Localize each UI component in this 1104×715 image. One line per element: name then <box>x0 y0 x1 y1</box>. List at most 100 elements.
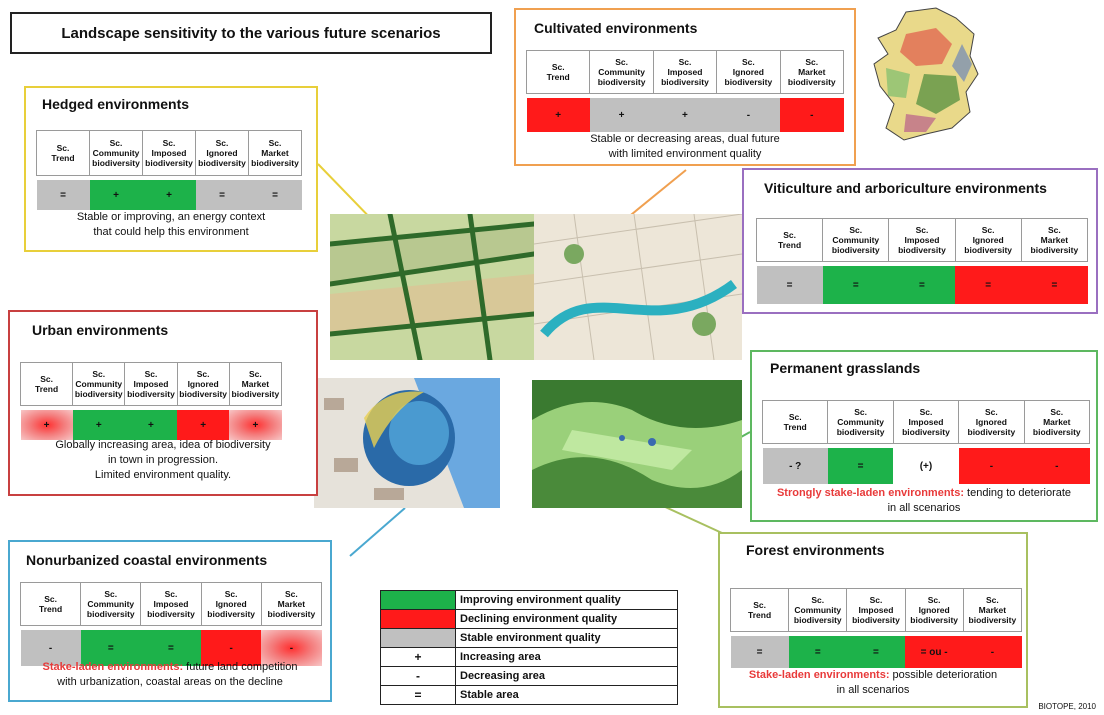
urban-header-3: Sc. Ignored biodiversity <box>176 362 230 406</box>
grasslands-header-1: Sc. Community biodiversity <box>827 400 894 444</box>
cultivated-header-0: Sc. Trend <box>525 50 591 94</box>
urban-value-0: + <box>20 410 73 440</box>
urban-value-1: + <box>72 410 125 440</box>
urban-value-2: + <box>124 410 178 440</box>
hedged-scenario-table: Sc. Trend Sc. Community biodiversity Sc. I… <box>36 130 302 210</box>
urban-value-4: + <box>229 410 282 440</box>
cultivated-value-4: - <box>780 98 844 132</box>
coastal-scenario-table: Sc. Trend Sc. Community biodiversity Sc. I… <box>19 582 323 666</box>
cultivated-title: Cultivated environments <box>534 20 698 36</box>
urban-header-0: Sc. Trend <box>19 362 74 406</box>
forest-value-1: = <box>788 636 847 668</box>
cultivated-value-0: + <box>526 98 590 132</box>
cultivated-value-1: + <box>589 98 654 132</box>
forest-environments-box: Forest environments Sc. Trend Sc. Communi… <box>718 532 1028 708</box>
grasslands-title: Permanent grasslands <box>770 360 921 376</box>
viticulture-title: Viticulture and arboriculture environmen… <box>764 180 1047 196</box>
viticulture-value-1: = <box>822 266 889 304</box>
hedged-header-2: Sc. Imposed biodiversity <box>142 130 196 176</box>
urban-title: Urban environments <box>32 322 169 338</box>
legend-row: Stable environment quality <box>380 628 678 648</box>
hedged-value-4: = <box>248 180 302 210</box>
forest-value-4: - <box>963 636 1022 668</box>
legend-row: Improving environment quality <box>380 590 678 610</box>
legend-row: + Increasing area <box>380 647 678 667</box>
coastal-title: Nonurbanized coastal environments <box>26 552 268 568</box>
hedged-value-1: + <box>89 180 143 210</box>
cultivated-environments-box: Cultivated environments Sc. Trend Sc. Com… <box>514 8 856 166</box>
legend-label: Increasing area <box>455 647 678 667</box>
cultivated-scenario-table: Sc. Trend Sc. Community biodiversity Sc. I… <box>525 50 845 132</box>
coastal-environments-box: Nonurbanized coastal environments Sc. Tr… <box>8 540 332 702</box>
grasslands-scenario-table: Sc. Trend Sc. Community biodiversity Sc. I… <box>761 400 1091 484</box>
hedged-header-1: Sc. Community biodiversity <box>89 130 143 176</box>
legend-symbol <box>380 609 456 629</box>
coastal-header-4: Sc. Market biodiversity <box>260 582 323 626</box>
cultivated-header-3: Sc. Ignored biodiversity <box>716 50 781 94</box>
urban-header-4: Sc. Market biodiversity <box>228 362 283 406</box>
forest-note-text: possible deterioration in all scenarios <box>836 669 998 696</box>
grasslands-value-2: (+) <box>893 448 959 484</box>
legend-row: Declining environment quality <box>380 609 678 629</box>
cultivated-header-2: Sc. Imposed biodiversity <box>652 50 718 94</box>
legend-label: Decreasing area <box>455 666 678 686</box>
coastal-landscape-image <box>314 378 500 508</box>
viticulture-environments-box: Viticulture and arboriculture environmen… <box>742 168 1098 314</box>
france-map-image <box>873 7 979 141</box>
legend-symbol: - <box>380 666 456 686</box>
legend-label: Stable environment quality <box>455 628 678 648</box>
viticulture-value-3: = <box>955 266 1022 304</box>
grasslands-value-0: - ? <box>762 448 828 484</box>
grasslands-note: Strongly stake-laden environments: tendi… <box>752 486 1096 516</box>
viticulture-value-4: = <box>1021 266 1088 304</box>
hedged-landscape-image <box>330 214 534 360</box>
hedged-note: Stable or improving, an energy context t… <box>76 211 266 238</box>
cultivated-value-2: + <box>653 98 717 132</box>
legend-table: Improving environment quality Declining e… <box>380 590 678 705</box>
hedged-title: Hedged environments <box>42 96 190 112</box>
coastal-value-0: - <box>20 630 81 666</box>
forest-header-2: Sc. Imposed biodiversity <box>846 588 906 632</box>
page-title: Landscape sensitivity to the various fut… <box>10 12 492 54</box>
viticulture-header-3: Sc. Ignored biodiversity <box>954 218 1022 262</box>
forest-value-2: = <box>846 636 906 668</box>
forest-header-1: Sc. Community biodiversity <box>788 588 848 632</box>
viticulture-header-0: Sc. Trend <box>755 218 824 262</box>
coastal-header-3: Sc. Ignored biodiversity <box>200 582 262 626</box>
urban-environments-box: Urban environments Sc. Trend Sc. Communit… <box>8 310 318 496</box>
coastal-note-text: future land competition with urbanizatio… <box>57 661 298 688</box>
coastal-header-2: Sc. Imposed biodiversity <box>140 582 202 626</box>
forest-header-0: Sc. Trend <box>729 588 790 632</box>
coastal-note: Stake-laden environments: future land co… <box>10 660 330 690</box>
forest-highlight: Stake-laden environments: <box>748 669 890 681</box>
legend-row: = Stable area <box>380 685 678 705</box>
coastal-header-1: Sc. Community biodiversity <box>80 582 142 626</box>
grasslands-value-1: = <box>827 448 894 484</box>
coastal-value-1: = <box>80 630 141 666</box>
coastal-header-0: Sc. Trend <box>19 582 82 626</box>
viticulture-scenario-table: Sc. Trend Sc. Community biodiversity Sc. I… <box>755 218 1089 304</box>
coastal-highlight: Stake-laden environments: <box>42 661 184 673</box>
forest-scenario-table: Sc. Trend Sc. Community biodiversity Sc. I… <box>729 588 1023 668</box>
grasslands-header-4: Sc. Market biodiversity <box>1023 400 1091 444</box>
hedged-value-2: + <box>142 180 196 210</box>
forest-header-4: Sc. Market biodiversity <box>962 588 1023 632</box>
hedged-value-0: = <box>36 180 90 210</box>
cultivated-landscape-image <box>534 214 742 360</box>
urban-header-1: Sc. Community biodiversity <box>72 362 126 406</box>
cultivated-value-3: - <box>716 98 781 132</box>
forest-note: Stake-laden environments: possible deter… <box>720 668 1026 698</box>
grasslands-header-0: Sc. Trend <box>761 400 829 444</box>
legend-label: Improving environment quality <box>455 590 678 610</box>
forest-value-3: = ou - <box>905 636 964 668</box>
urban-value-3: + <box>177 410 230 440</box>
credit: BIOTOPE, 2010 <box>1038 702 1096 711</box>
urban-header-2: Sc. Imposed biodiversity <box>124 362 178 406</box>
legend-symbol: = <box>380 685 456 705</box>
forest-header-3: Sc. Ignored biodiversity <box>904 588 964 632</box>
grasslands-value-4: - <box>1024 448 1090 484</box>
grasslands-header-3: Sc. Ignored biodiversity <box>958 400 1025 444</box>
legend-symbol: + <box>380 647 456 667</box>
legend-row: - Decreasing area <box>380 666 678 686</box>
cultivated-header-4: Sc. Market biodiversity <box>779 50 845 94</box>
